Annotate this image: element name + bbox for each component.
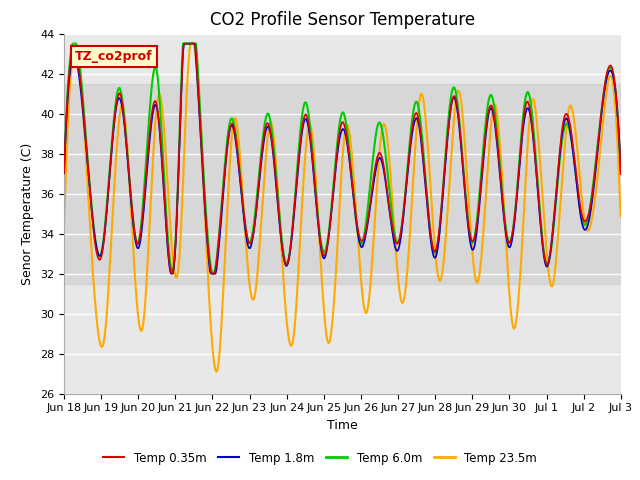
Y-axis label: Senor Temperature (C): Senor Temperature (C) [22, 143, 35, 285]
Title: CO2 Profile Sensor Temperature: CO2 Profile Sensor Temperature [210, 11, 475, 29]
Bar [64, 84, 621, 284]
X-axis label: Time: Time [327, 419, 358, 432]
Text: TZ_co2prof: TZ_co2prof [75, 50, 153, 63]
Legend: Temp 0.35m, Temp 1.8m, Temp 6.0m, Temp 23.5m: Temp 0.35m, Temp 1.8m, Temp 6.0m, Temp 2… [98, 447, 542, 469]
